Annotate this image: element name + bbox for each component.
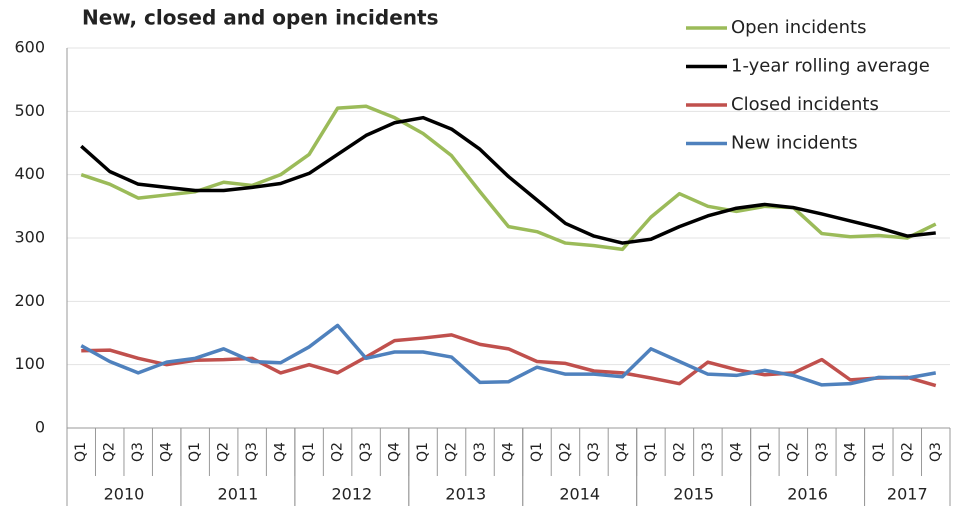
x-tick-label: Q3 [244,442,260,462]
x-tick-label: Q4 [387,442,403,462]
x-tick-label: Q3 [586,442,602,462]
x-tick-label: Q3 [130,442,146,462]
year-label: 2010 [104,485,145,504]
legend-label: New incidents [731,133,858,154]
year-label: 2014 [559,485,600,504]
x-tick-label: Q1 [73,442,89,462]
x-tick-label: Q3 [700,442,716,462]
x-tick-label: Q4 [728,442,744,462]
series-line [81,333,937,388]
year-label: 2012 [331,485,372,504]
legend-label: Open incidents [731,17,866,38]
x-tick-label: Q2 [671,442,687,462]
y-tick-label: 0 [35,418,45,437]
y-tick-label: 500 [14,101,45,120]
y-tick-label: 400 [14,164,45,183]
x-tick-label: Q3 [814,442,830,462]
year-label: 2011 [218,485,259,504]
x-tick-label: Q4 [273,442,289,462]
series-line [80,115,936,245]
x-tick-label: Q4 [159,442,175,462]
x-tick-label: Q1 [187,442,203,462]
x-tick-label: Q3 [358,442,374,462]
year-label: 2017 [887,485,928,504]
x-tick-label: Q2 [330,442,346,462]
x-tick-label: Q2 [899,442,915,462]
year-label: 2015 [673,485,714,504]
x-tick-label: Q4 [842,442,858,462]
x-tick-label: Q1 [757,442,773,462]
series-line [80,323,937,387]
x-tick-label: Q1 [415,442,431,462]
y-tick-label: 300 [14,228,45,247]
x-tick-label: Q1 [301,442,317,462]
legend-label: Closed incidents [731,94,879,115]
x-tick-label: Q4 [614,442,630,462]
year-label: 2016 [787,485,828,504]
x-tick-label: Q2 [102,442,118,462]
legend-label: 1-year rolling average [731,56,930,77]
x-tick-label: Q3 [472,442,488,462]
chart-title: New, closed and open incidents [82,6,438,30]
x-tick-label: Q1 [643,442,659,462]
x-tick-label: Q3 [928,442,944,462]
y-tick-label: 100 [14,354,45,373]
x-tick-label: Q1 [529,442,545,462]
x-tick-label: Q2 [557,442,573,462]
y-tick-label: 600 [14,38,45,57]
y-tick-label: 200 [14,291,45,310]
x-tick-label: Q2 [444,442,460,462]
x-tick-label: Q1 [871,442,887,462]
x-tick-label: Q4 [501,442,517,462]
year-label: 2013 [445,485,486,504]
x-tick-label: Q2 [785,442,801,462]
x-tick-label: Q2 [216,442,232,462]
